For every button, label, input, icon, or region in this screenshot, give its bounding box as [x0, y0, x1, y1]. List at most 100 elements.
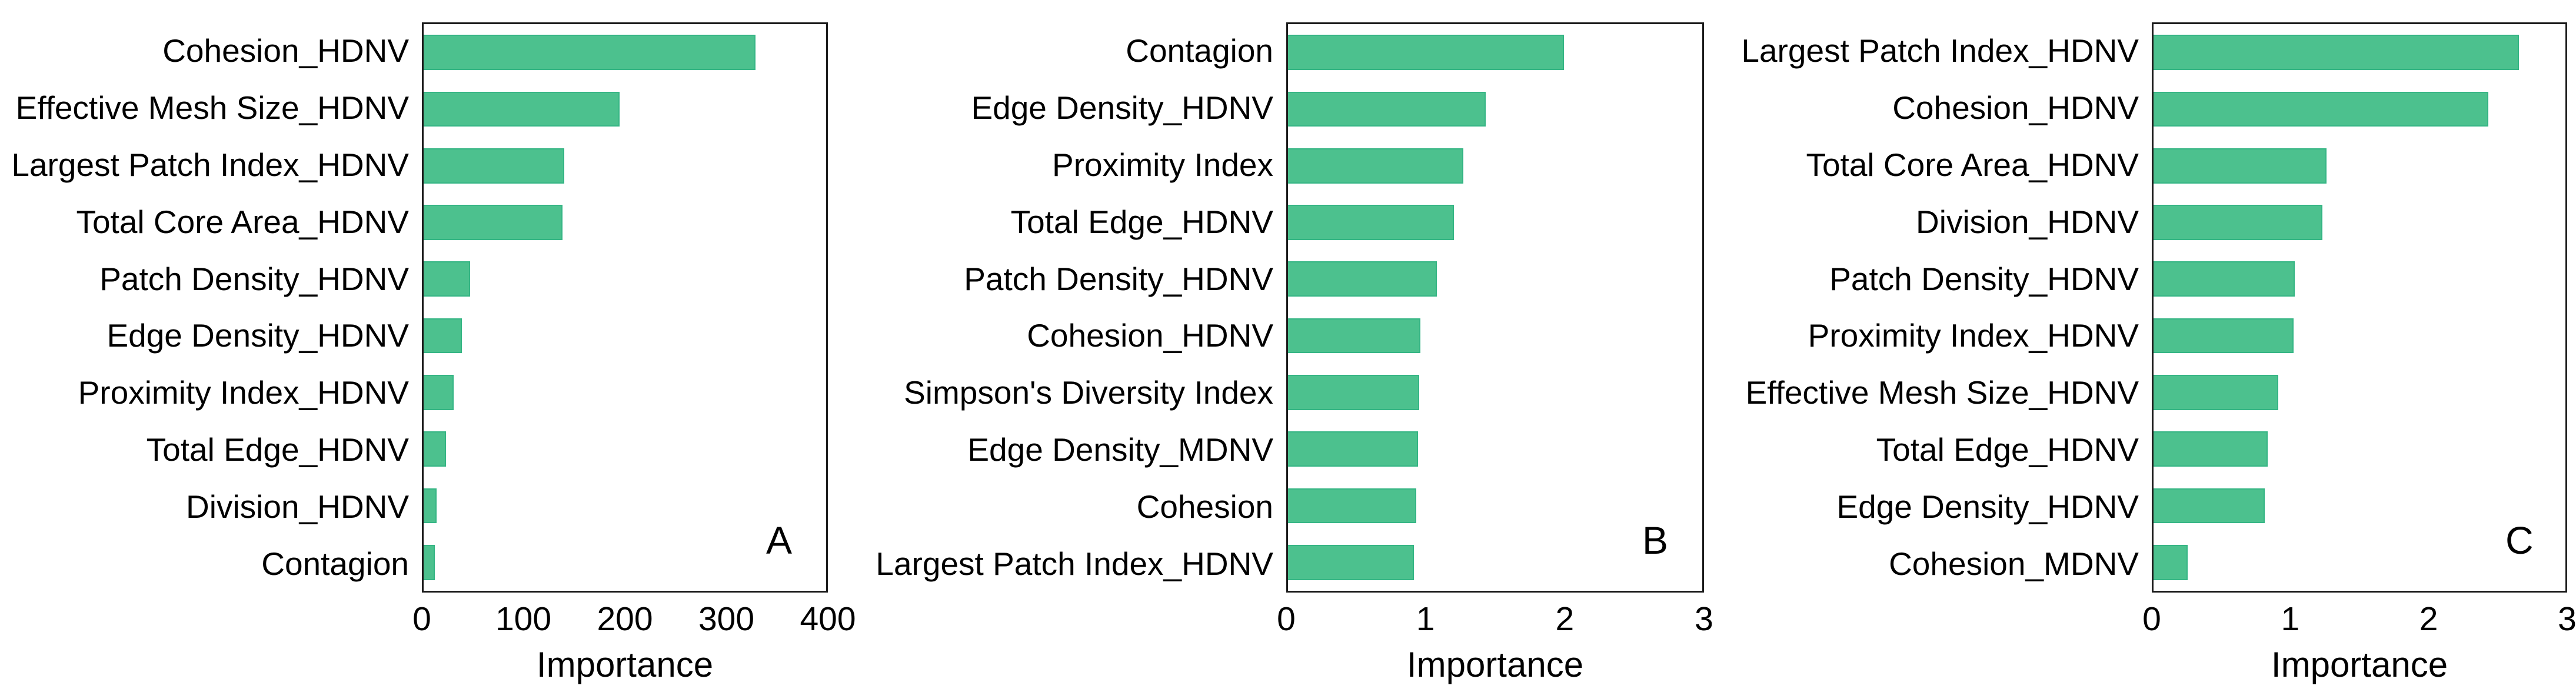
x-axis-title-b: Importance [1406, 645, 1584, 684]
y-axis-label: Effective Mesh Size_HDNV [1745, 374, 2139, 411]
importance-bar [424, 544, 435, 580]
importance-bar [1288, 205, 1454, 240]
y-axis-label: Edge Density_MDNV [967, 431, 1273, 468]
bar-row [2154, 81, 2565, 137]
importance-bar [424, 91, 620, 127]
importance-bar [1288, 91, 1486, 127]
bar-row [2154, 307, 2565, 364]
y-axis-label: Patch Density_HDNV [99, 260, 409, 297]
y-axis-label: Simpson's Diversity Index [904, 374, 1273, 411]
x-axis-title-a: Importance [536, 645, 714, 684]
importance-bar [1288, 488, 1417, 524]
bar-row [424, 534, 826, 591]
y-axis-label: Largest Patch Index_HDNV [876, 545, 1273, 583]
x-tick-label: 3 [2558, 600, 2576, 638]
y-axis-label: Patch Density_HDNV [1829, 260, 2139, 297]
bar-row [1288, 194, 1702, 251]
bar-row [2154, 138, 2565, 194]
x-axis-ticks-a: 0 100 200 300 400 [412, 600, 856, 644]
y-axis-label: Proximity Index_HDNV [78, 374, 409, 411]
bar-row [1288, 251, 1702, 307]
importance-bar [2154, 488, 2265, 524]
bar-row [2154, 421, 2565, 477]
importance-bar [424, 375, 454, 410]
importance-bar [1288, 318, 1421, 354]
x-tick-label: 300 [698, 600, 755, 638]
bar-row [2154, 194, 2565, 251]
y-axis-label: Contagion [261, 545, 409, 583]
plot-area-c [2152, 22, 2567, 593]
importance-bar [424, 205, 563, 240]
importance-bar [1288, 375, 1419, 410]
bar-row [424, 421, 826, 477]
y-axis-label: Patch Density_HDNV [964, 260, 1273, 297]
y-axis-label: Edge Density_HDNV [971, 89, 1273, 126]
importance-bar [2154, 91, 2489, 127]
x-tick-label: 3 [1695, 600, 1713, 638]
y-axis-label: Cohesion_HDNV [1027, 317, 1273, 354]
importance-bar [1288, 148, 1464, 184]
y-axis-label: Total Core Area_HDNV [1806, 146, 2139, 183]
importance-bar [1288, 261, 1437, 297]
bar-row [1288, 24, 1702, 81]
importance-bar [2154, 148, 2327, 184]
y-axis-label: Edge Density_HDNV [1836, 488, 2139, 525]
bar-row [1288, 81, 1702, 137]
bar-row [1288, 138, 1702, 194]
x-axis-ticks-c: 0 1 2 3 [2142, 600, 2576, 644]
x-axis-ticks-b: 0 1 2 3 [1277, 600, 1713, 644]
y-axis-labels-a: Cohesion_HDNV Effective Mesh Size_HDNV Lar… [0, 22, 420, 593]
importance-bar [424, 488, 437, 524]
y-axis-label: Total Edge_HDNV [146, 431, 409, 468]
bar-row [2154, 364, 2565, 421]
y-axis-label: Total Edge_HDNV [1876, 431, 2139, 468]
bar-row [1288, 364, 1702, 421]
y-axis-label: Proximity Index_HDNV [1808, 317, 2139, 354]
y-axis-label: Division_HDNV [186, 488, 409, 525]
y-axis-label: Effective Mesh Size_HDNV [15, 89, 409, 126]
x-tick-label: 1 [2281, 600, 2300, 638]
y-axis-label: Edge Density_HDNV [106, 317, 409, 354]
x-tick-label: 2 [1555, 600, 1575, 638]
importance-bar [2154, 261, 2295, 297]
bar-row [1288, 421, 1702, 477]
y-axis-label: Largest Patch Index_HDNV [1741, 32, 2139, 69]
bar-row [1288, 477, 1702, 534]
importance-bar [424, 318, 462, 354]
importance-bar [1288, 431, 1418, 467]
bar-row [2154, 477, 2565, 534]
importance-bar [1288, 544, 1414, 580]
bar-row [2154, 534, 2565, 591]
bar-row [1288, 534, 1702, 591]
x-tick-label: 400 [800, 600, 856, 638]
bar-row [424, 24, 826, 81]
bar-row [424, 138, 826, 194]
y-axis-label: Contagion [1126, 32, 1273, 69]
x-tick-label: 200 [597, 600, 653, 638]
importance-bar [2154, 318, 2294, 354]
plot-area-b [1286, 22, 1704, 593]
importance-bar [424, 35, 756, 70]
x-tick-label: 0 [412, 600, 431, 638]
x-tick-label: 1 [1416, 600, 1435, 638]
y-axis-labels-b: Contagion Edge Density_HDNV Proximity Inde… [859, 22, 1284, 593]
bar-row [424, 307, 826, 364]
importance-bar [424, 261, 470, 297]
y-axis-label: Cohesion_HDNV [1892, 89, 2139, 126]
x-tick-label: 100 [495, 600, 552, 638]
y-axis-labels-c: Largest Patch Index_HDNV Cohesion_HDNV Tot… [1718, 22, 2149, 593]
panel-a: Cohesion_HDNV Effective Mesh Size_HDNV Lar… [0, 0, 859, 692]
importance-bar [424, 148, 565, 184]
panel-b: Contagion Edge Density_HDNV Proximity Inde… [859, 0, 1718, 692]
x-tick-label: 0 [1277, 600, 1296, 638]
importance-bar [2154, 375, 2279, 410]
y-axis-label: Cohesion_MDNV [1889, 545, 2139, 583]
x-axis-title-c: Importance [2271, 645, 2448, 684]
bar-row [2154, 24, 2565, 81]
panel-letter-b: B [1642, 518, 1669, 562]
plot-area-a [422, 22, 828, 593]
panel-letter-a: A [766, 518, 793, 562]
bar-row [424, 81, 826, 137]
importance-bar [2154, 35, 2519, 70]
